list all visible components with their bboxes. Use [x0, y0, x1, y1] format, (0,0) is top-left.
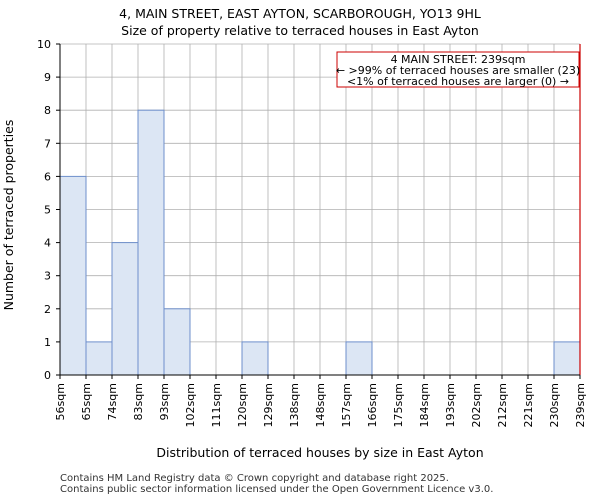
y-tick-label: 8	[44, 104, 51, 117]
y-tick-label: 0	[44, 369, 51, 382]
annotation-line-1: 4 MAIN STREET: 239sqm	[391, 53, 526, 66]
x-tick-label: 175sqm	[392, 383, 405, 427]
x-tick-label: 56sqm	[54, 383, 67, 420]
y-tick-label: 9	[44, 71, 51, 84]
y-axis-label: Number of terraced properties	[1, 120, 16, 311]
y-tick-label: 5	[44, 204, 51, 217]
x-tick-label: 148sqm	[314, 383, 327, 427]
x-tick-labels: 56sqm 65sqm 74sqm 83sqm 93sqm 102sqm 111sqm 120…	[54, 375, 587, 427]
x-tick-label: 83sqm	[132, 383, 145, 420]
x-tick-label: 157sqm	[340, 383, 353, 427]
bar-93sqm	[163, 308, 191, 376]
chart-subtitle: Size of property relative to terraced ho…	[121, 23, 479, 38]
x-tick-label: 111sqm	[210, 383, 223, 427]
y-tick-label: 7	[44, 137, 51, 150]
y-tick-label: 3	[44, 270, 51, 283]
x-tick-label: 74sqm	[106, 383, 119, 420]
bar-74sqm	[111, 242, 139, 376]
x-tick-label: 193sqm	[444, 383, 457, 427]
bar-65sqm	[85, 341, 113, 376]
annotation-box: 4 MAIN STREET: 239sqm ← >99% of terraced…	[336, 51, 580, 88]
x-tick-label: 129sqm	[262, 383, 275, 427]
x-tick-label: 65sqm	[80, 383, 93, 420]
bar-157sqm	[345, 341, 373, 376]
x-tick-label: 138sqm	[288, 383, 301, 427]
x-tick-label: 93sqm	[158, 383, 171, 420]
x-tick-label: 120sqm	[236, 383, 249, 427]
annotation-line-2: ← >99% of terraced houses are smaller (2…	[336, 64, 580, 77]
x-tick-label: 239sqm	[574, 383, 587, 427]
footer-licence: Contains public sector information licen…	[60, 484, 494, 495]
x-tick-label: 184sqm	[418, 383, 431, 427]
y-tick-labels: 0 1 2 3 4 5 6 7 8 9 10	[37, 38, 60, 382]
bar-120sqm	[241, 341, 269, 376]
y-tick-label: 1	[44, 336, 51, 349]
y-tick-label: 4	[44, 237, 51, 250]
x-tick-label: 166sqm	[366, 383, 379, 427]
x-tick-label: 221sqm	[522, 383, 535, 427]
bar-230sqm	[553, 341, 581, 376]
annotation-line-3: <1% of terraced houses are larger (0) →	[347, 75, 569, 88]
x-axis-label: Distribution of terraced houses by size …	[156, 445, 483, 460]
x-tick-label: 202sqm	[470, 383, 483, 427]
footer-copyright: Contains HM Land Registry data © Crown c…	[60, 473, 449, 484]
x-tick-label: 230sqm	[548, 383, 561, 427]
bar-56sqm	[59, 175, 87, 376]
bars	[59, 109, 581, 376]
chart-title: 4, MAIN STREET, EAST AYTON, SCARBOROUGH,…	[119, 6, 481, 21]
bar-83sqm	[137, 109, 165, 376]
x-tick-label: 102sqm	[184, 383, 197, 427]
y-tick-label: 2	[44, 303, 51, 316]
y-tick-label: 6	[44, 170, 51, 183]
y-tick-label: 10	[37, 38, 51, 51]
x-tick-label: 212sqm	[496, 383, 509, 427]
